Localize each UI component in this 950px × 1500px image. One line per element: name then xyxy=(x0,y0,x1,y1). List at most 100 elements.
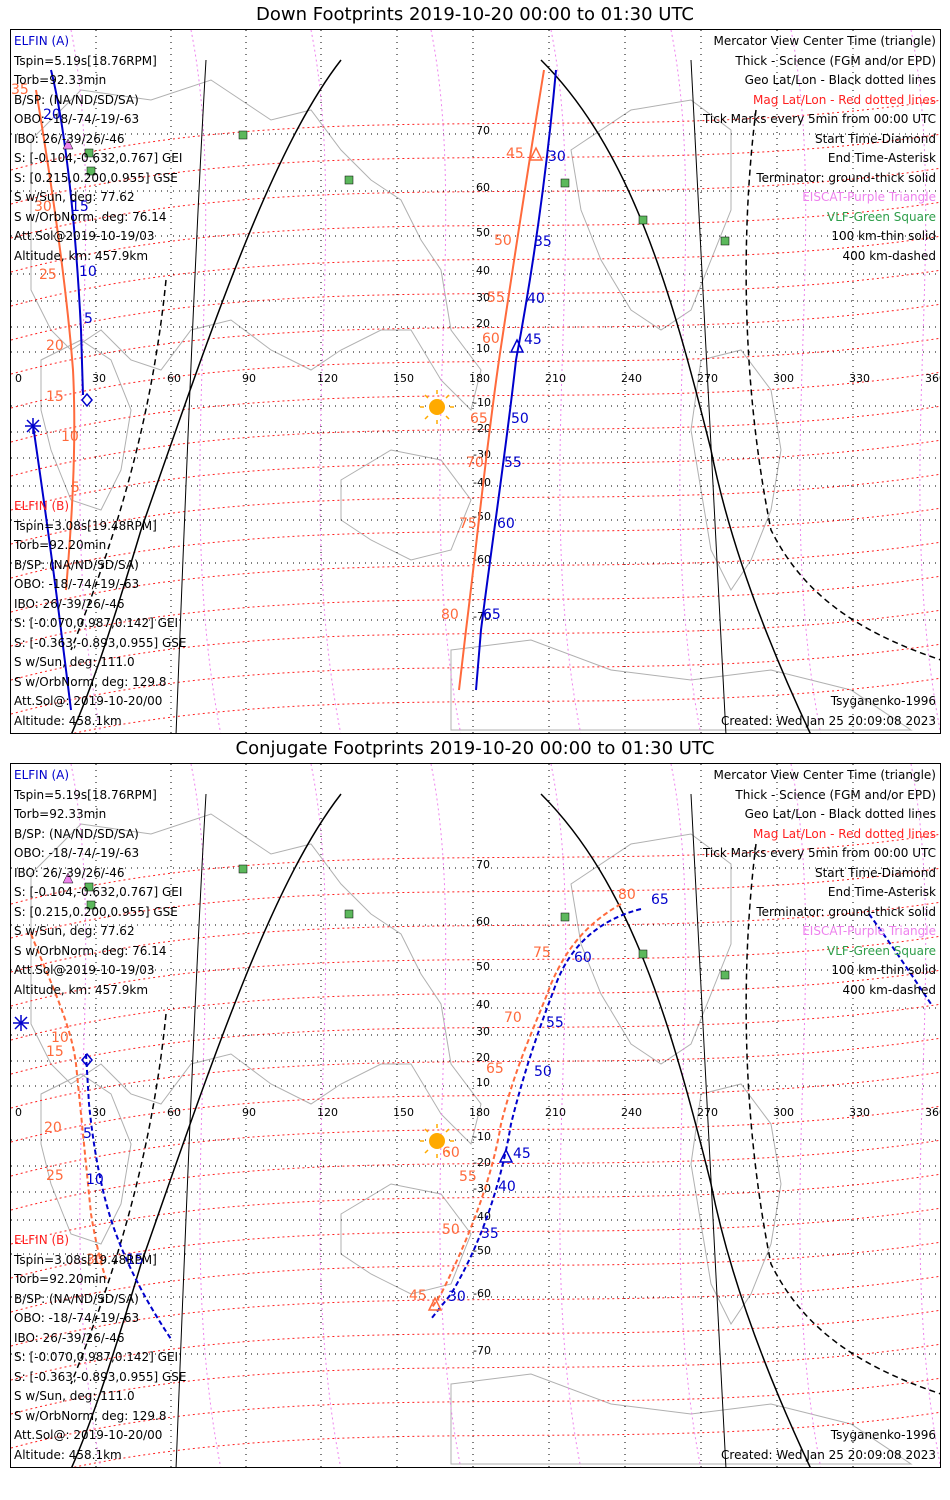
track-a-tick: 15 xyxy=(126,1252,144,1268)
lon-tick-label: 90 xyxy=(242,1106,256,1119)
track-b-tick: 65 xyxy=(470,411,488,427)
lon-tick-label: 150 xyxy=(393,1106,414,1119)
sat-b-info-line: Altitude: 458.1km xyxy=(14,713,122,728)
sat-b-info-line: S: [-0.070,0.987,0.142] GEI xyxy=(14,1350,179,1364)
track-a-tick: 60 xyxy=(574,950,592,966)
lon-tick-label: 60 xyxy=(167,372,181,385)
track-b-tick: 15 xyxy=(46,1044,64,1060)
track-b-tick: 45 xyxy=(409,1288,427,1304)
elfin-b-info: ELFIN (B) Tspin=3.08s[19.48RPM] Torb=92.2… xyxy=(14,497,187,731)
sat-a-info-line: S: [0.215,0.200,0.955] GSE xyxy=(14,904,178,919)
track-a-tick: 20 xyxy=(43,107,61,123)
lon-tick-label: 180 xyxy=(469,372,490,385)
track-b-tick: 25 xyxy=(39,267,57,283)
legend-entry: End Time-Asterisk xyxy=(827,885,936,899)
sat-b-info-line: S: [-0.363,-0.893,0.955] GSE xyxy=(14,1369,187,1384)
created-timestamp: Created: Wed Jan 25 20:09:08 2023 xyxy=(721,713,936,728)
lon-tick-label: 360 xyxy=(925,372,941,385)
track-a-tick: 35 xyxy=(534,234,552,250)
sat-b-info-line: Altitude: 458.1km xyxy=(14,1447,122,1462)
track-b-tick: 10 xyxy=(61,429,79,445)
track-a-tick: 5 xyxy=(83,1126,92,1142)
track-b-tick: 30 xyxy=(86,1252,104,1268)
track-b-tick: 55 xyxy=(487,290,505,306)
track-b-tick: 80 xyxy=(441,607,459,623)
track-b-tick: 70 xyxy=(466,455,484,471)
sat-b-info-line: Tspin=3.08s[19.48RPM] xyxy=(14,1252,157,1267)
lat-tick-label: -50 xyxy=(473,1244,491,1257)
footer-right: Tsyganenko-1996 Created: Wed Jan 25 20:0… xyxy=(721,692,936,731)
track-b-tick: 25 xyxy=(46,1168,64,1184)
sat-a-info-line: S: [0.215,0.200,0.955] GSE xyxy=(14,170,178,185)
track-b-tick: 60 xyxy=(442,1145,460,1161)
lat-tick-label: 60 xyxy=(476,181,490,194)
sat-b-info-line: OBO: -18/-74/-19/-63 xyxy=(14,577,140,591)
legend-entry: Tick Marks every 5min from 00:00 UTC xyxy=(702,846,936,860)
lon-tick-label: 150 xyxy=(393,372,414,385)
track-a-tick: 65 xyxy=(483,607,501,623)
coastlines xyxy=(30,813,913,1465)
legend-entry: Start Time-Diamond xyxy=(814,865,936,880)
legend-entry: VLF-Green Square xyxy=(827,943,936,958)
sat-a-info-line: IBO: 26/-39/26/-46 xyxy=(14,865,125,880)
legend-entry: 100 km-thin solid xyxy=(831,229,936,243)
sat-b-info-line: S w/OrbNorm, deg: 129.8 xyxy=(14,674,167,689)
legend-entry: Mercator View Center Time (triangle) xyxy=(713,34,936,48)
map-canvas: 0306090120150180210240270300330360706050… xyxy=(11,30,941,733)
lon-tick-label: 330 xyxy=(849,1106,870,1119)
legend-entry: End Time-Asterisk xyxy=(827,151,936,165)
track-a-tick: 50 xyxy=(534,1064,552,1080)
lat-tick-label: 10 xyxy=(476,1076,490,1089)
track-a-tick: 5 xyxy=(84,311,93,327)
panel-title-down: Down Footprints 2019-10-20 00:00 to 01:3… xyxy=(256,4,694,25)
map-legend: Mercator View Center Time (triangle) Thic… xyxy=(703,32,936,266)
sat-a-info-line: S w/Sun, deg: 77.62 xyxy=(14,190,135,204)
lat-tick-label: -40 xyxy=(473,476,491,489)
map-legend: Mercator View Center Time (triangle) Thic… xyxy=(703,766,936,1000)
track-markers xyxy=(25,138,544,434)
sat-a-info-line: Tspin=5.19s[18.76RPM] xyxy=(14,787,157,802)
sat-a-info-line: OBO: -18/-74/-19/-63 xyxy=(14,112,140,126)
track-a-tick: 65 xyxy=(651,892,669,908)
legend-entry: 100 km-thin solid xyxy=(831,963,936,977)
lat-tick-label: 70 xyxy=(476,124,490,137)
terminator xyxy=(70,793,940,1467)
lat-tick-label: 50 xyxy=(476,226,490,239)
track-b-tick: 55 xyxy=(459,1169,477,1185)
coastlines xyxy=(30,79,913,731)
track-b-tick: 15 xyxy=(46,389,64,405)
sat-a-info-line: Torb=92.33min xyxy=(14,73,107,87)
legend-entry: EISCAT-Purple Triangle xyxy=(802,924,936,938)
sat-b-info-line: OBO: -18/-74/-19/-63 xyxy=(14,1311,140,1325)
down-footprints-map: 0306090120150180210240270300330360706050… xyxy=(10,29,941,734)
legend-entry: Tick Marks every 5min from 00:00 UTC xyxy=(702,112,936,126)
legend-entry: Start Time-Diamond xyxy=(814,131,936,146)
footer-right: Tsyganenko-1996 Created: Wed Jan 25 20:0… xyxy=(721,1426,936,1465)
track-b-tick: 5 xyxy=(71,480,80,496)
sat-b-info-line: IBO: 26/-39/26/-46 xyxy=(14,596,125,611)
legend-entry: Thick - Science (FGM and/or EPD) xyxy=(735,53,936,68)
track-markers xyxy=(13,872,514,1311)
sat-a-info-line: IBO: 26/-39/26/-46 xyxy=(14,131,125,146)
lon-tick-label: 330 xyxy=(849,372,870,385)
sat-b-info-line: Tspin=3.08s[19.48RPM] xyxy=(14,518,157,533)
track-b-tick: 20 xyxy=(46,338,64,354)
lat-tick-label: 60 xyxy=(476,915,490,928)
track-a-tick: 10 xyxy=(86,1172,104,1188)
map-canvas: 0306090120150180210240270300330360706050… xyxy=(11,764,940,1467)
track-b-tick: 60 xyxy=(482,331,500,347)
sat-b-info-line: S w/Sun, deg: 111.0 xyxy=(14,1389,135,1403)
elfin-a-info: ELFIN (A) Tspin=5.19s[18.76RPM] Torb=92.3… xyxy=(14,766,182,1000)
lon-tick-label: 210 xyxy=(545,372,566,385)
track-b-tick: 75 xyxy=(533,945,551,961)
vlf-stations xyxy=(84,130,730,246)
lat-tick-label: 10 xyxy=(476,342,490,355)
sat-a-info-line: Torb=92.33min xyxy=(14,807,107,821)
model-name: Tsyganenko-1996 xyxy=(830,694,936,708)
satellite-tracks xyxy=(32,69,557,711)
track-a-tick: 55 xyxy=(504,455,522,471)
sat-a-info-line: S: [-0.104,-0.632,0.767] GEI xyxy=(14,151,183,165)
legend-entry: Terminator: ground-thick solid xyxy=(756,904,936,919)
sat-a-info-line: Att.Sol@2019-10-19/03 xyxy=(14,963,155,977)
elfin-b-info: ELFIN (B) Tspin=3.08s[19.48RPM] Torb=92.2… xyxy=(14,1231,187,1465)
